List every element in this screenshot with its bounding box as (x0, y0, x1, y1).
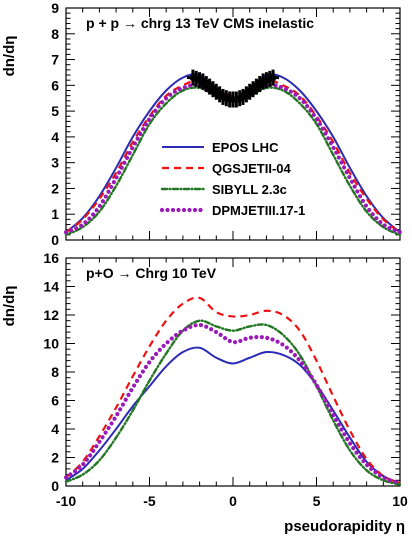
y-tick-label: 1 (51, 206, 59, 222)
y-tick-label: 4 (51, 421, 59, 437)
y-tick-label: 2 (51, 180, 59, 196)
y-tick-label: 8 (51, 26, 59, 42)
series-line-sibyll-2-3c (64, 319, 402, 486)
y-tick-label: 12 (43, 307, 59, 323)
y-tick-label: 2 (51, 450, 59, 466)
x-tick-label: -10 (56, 493, 76, 509)
legend-label: EPOS LHC (212, 140, 279, 155)
data-point (269, 74, 277, 81)
panel-bottom: 0 2 4 6 8 10 12 14 16 -10 -5 0 5 10 dn/dη p+O → Chrg 10… (1, 250, 408, 509)
x-tick-label: -5 (143, 493, 156, 509)
y-axis-title: dn/dη (1, 36, 18, 77)
series-line-dpmjetiii-17-1 (63, 82, 403, 235)
y-tick-label: 5 (51, 103, 59, 119)
y-axis-title: dn/dη (1, 286, 18, 327)
legend-label: DPMJETIII.17-1 (212, 203, 305, 218)
x-axis-title: pseudorapidity η (284, 518, 405, 535)
panel-title: p + p → chrg 13 TeV CMS inelastic (86, 15, 314, 31)
x-tick-label: 10 (392, 493, 408, 509)
legend-label: SIBYLL 2.3c (212, 182, 287, 197)
y-tick-label: 8 (51, 364, 59, 380)
y-tick-label: 0 (51, 232, 59, 248)
y-tick-label: 16 (43, 250, 59, 266)
series-line-epos-lhc (65, 346, 401, 485)
y-tick-label: 14 (43, 279, 59, 295)
y-tick-label: 6 (51, 77, 59, 93)
series-line-dpmjetiii-17-1 (63, 322, 403, 486)
panel-title: p+O → Chrg 10 TeV (86, 265, 217, 281)
y-tick-label: 0 (51, 478, 59, 494)
y-tick-label: 9 (51, 0, 59, 16)
legend-label: QGSJETII-04 (212, 161, 292, 176)
plot-frame (65, 257, 401, 487)
x-tick-label: 0 (229, 493, 237, 509)
y-tick-label: 10 (43, 336, 59, 352)
x-tick-label: 5 (313, 493, 321, 509)
panel-top: 0 1 2 3 4 5 6 7 8 9 dn/dη p + p → chrg 13 TeV CMS i… (1, 0, 403, 248)
y-tick-label: 4 (51, 129, 59, 145)
y-tick-label: 3 (51, 155, 59, 171)
y-tick-label: 6 (51, 393, 59, 409)
series-line-qgsjetii-04 (65, 296, 401, 485)
y-tick-label: 7 (51, 52, 59, 68)
